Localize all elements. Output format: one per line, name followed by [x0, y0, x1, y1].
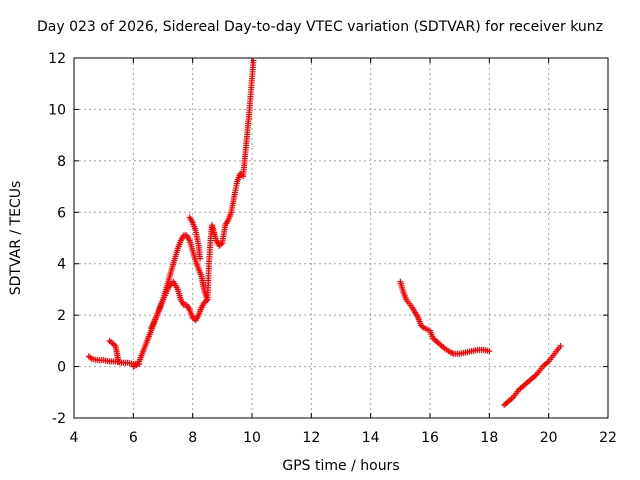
data-point	[486, 348, 493, 355]
x-tick-label: 20	[540, 430, 558, 446]
x-tick-label: 10	[243, 430, 261, 446]
x-tick-label: 14	[362, 430, 380, 446]
data-point	[197, 255, 204, 262]
series-track-6-climb	[204, 57, 257, 303]
series-track-3-main-rise	[130, 232, 211, 370]
x-tick-label: 8	[188, 430, 197, 446]
x-tick-label: 6	[129, 430, 138, 446]
x-tick-label: 16	[421, 430, 439, 446]
y-tick-label: 4	[57, 257, 66, 273]
y-axis-label: SDTVAR / TECUs	[8, 181, 24, 296]
chart-title: Day 023 of 2026, Sidereal Day-to-day VTE…	[37, 19, 603, 35]
x-axis-label: GPS time / hours	[282, 458, 399, 474]
y-tick-label: 10	[48, 102, 66, 118]
y-tick-label: 12	[48, 51, 66, 67]
y-tick-label: 2	[57, 308, 66, 324]
y-tick-label: 0	[57, 360, 66, 376]
data-point	[557, 343, 564, 349]
x-tick-label: 18	[480, 430, 498, 446]
x-tick-label: 4	[70, 430, 79, 446]
series-track-7-decay	[397, 278, 493, 357]
plot-frame	[73, 57, 609, 419]
x-tick-label: 12	[302, 430, 320, 446]
y-tick-label: 6	[57, 205, 66, 221]
series-track-8-linear	[501, 343, 564, 409]
series-track-2-short	[106, 337, 122, 365]
series-track-5-spike	[186, 214, 204, 262]
data-point	[115, 358, 122, 365]
y-tick-label: -2	[52, 411, 66, 427]
x-tick-label: 22	[599, 430, 617, 446]
y-tick-label: 8	[57, 154, 66, 170]
data-point	[250, 57, 257, 64]
